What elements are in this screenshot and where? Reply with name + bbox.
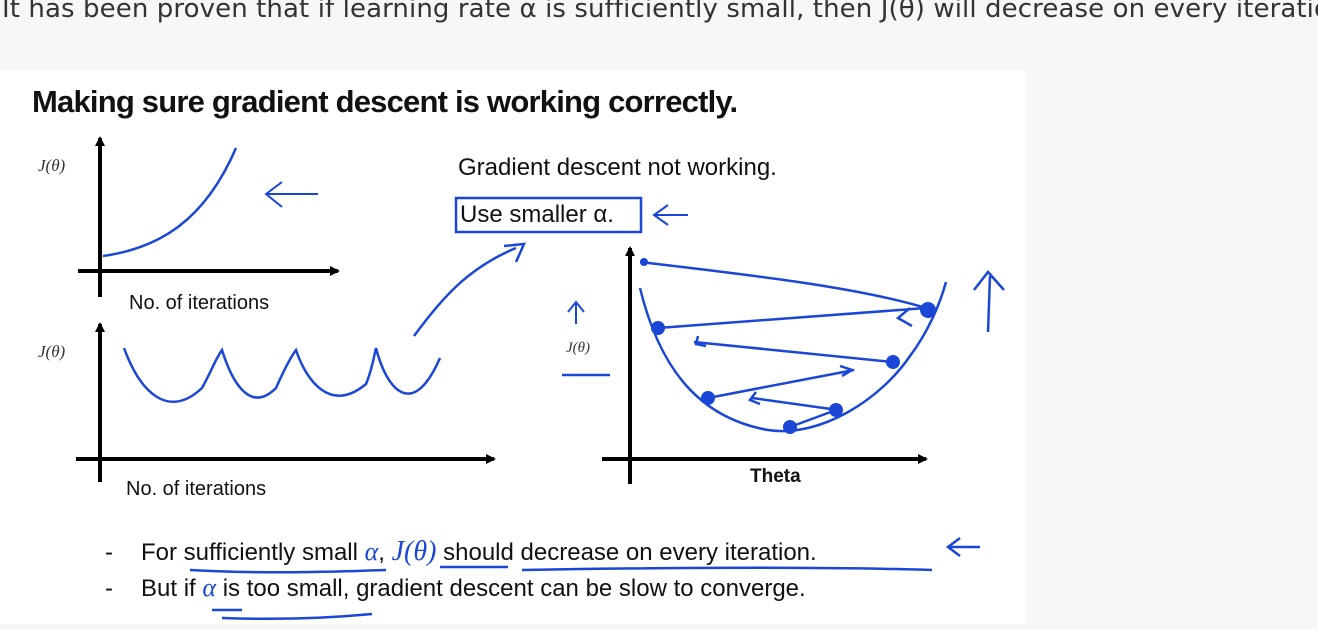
j-theta-symbol: J(θ) — [391, 536, 437, 567]
right-plot-xlabel: Theta — [750, 466, 801, 487]
bullet-underlines — [189, 537, 980, 621]
right-ylabel-up-arrow — [567, 300, 585, 324]
note-pointer-arrow — [652, 204, 688, 226]
top-plot-pointer-arrow — [264, 181, 318, 208]
lecture-slide: Making sure gradient descent is working … — [0, 70, 1026, 624]
top-plot-curve — [102, 147, 238, 258]
curve-to-note-arrow — [412, 242, 527, 337]
note-highlight-box — [454, 196, 643, 234]
right-plot-ylabel: J(θ) — [566, 340, 591, 356]
top-plot-axes — [78, 136, 340, 297]
alpha-symbol: α — [364, 537, 379, 566]
alpha-symbol: α — [202, 573, 217, 602]
bottom-plot-axes — [76, 322, 496, 482]
slide-title: Making sure gradient descent is working … — [32, 84, 738, 119]
bottom-plot-oscillating-curve — [122, 347, 442, 403]
right-plot-axes — [602, 246, 928, 484]
slide-drawing — [76, 136, 1005, 621]
top-plot-xlabel: No. of iterations — [129, 292, 270, 314]
note-not-working: Gradient descent not working. — [458, 154, 777, 181]
note-use-smaller-alpha: Use smaller α. — [460, 201, 614, 228]
divergence-steps — [639, 260, 927, 429]
cost-bowl-curve — [638, 281, 948, 433]
intro-text: It has been proven that if learning rate… — [2, 0, 1318, 24]
top-plot-ylabel: J(θ) — [38, 156, 66, 175]
bottom-plot-ylabel: J(θ) — [38, 342, 66, 361]
bullet-item-1: - For sufficiently small α, J(θ) should d… — [105, 536, 817, 567]
divergence-points — [640, 258, 936, 434]
bottom-plot-xlabel: No. of iterations — [126, 478, 267, 500]
right-plot-up-arrow — [973, 270, 1005, 333]
bullet-item-2: - But if α is too small, gradient descent… — [105, 573, 806, 602]
